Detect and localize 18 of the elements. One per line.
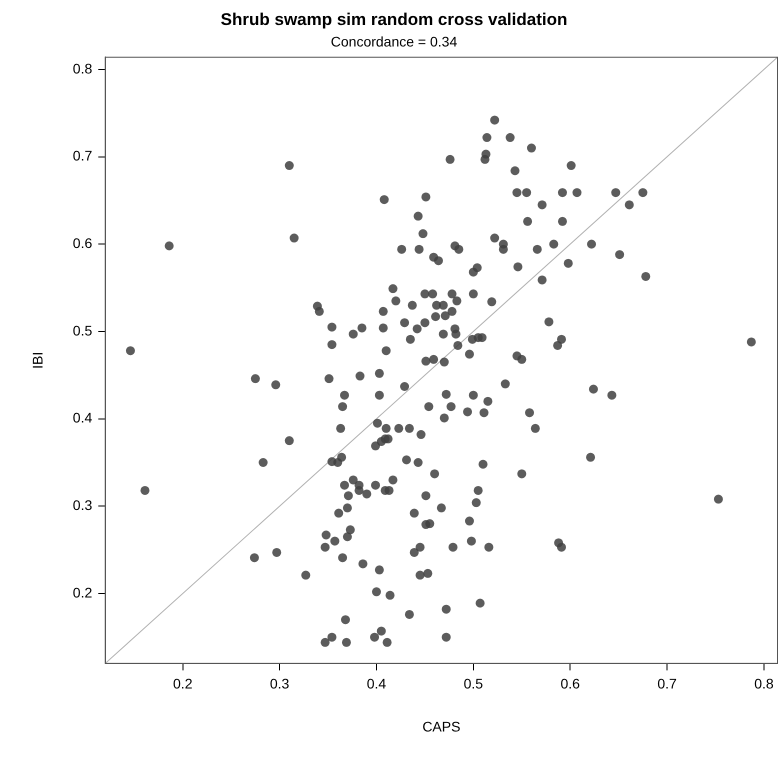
x-axis-title: CAPS [422, 718, 460, 734]
y-tick-label: 0.4 [72, 410, 92, 426]
x-tick-label: 0.3 [270, 676, 290, 692]
chart-title: Shrub swamp sim random cross validation [220, 10, 568, 29]
x-tick-label: 0.6 [560, 676, 580, 692]
y-tick-label: 0.5 [72, 322, 92, 338]
y-tick-label: 0.3 [72, 497, 92, 514]
x-tick-label: 0.8 [754, 676, 774, 692]
x-tick-label: 0.7 [657, 676, 678, 692]
x-tick-label: 0.4 [366, 676, 386, 692]
y-tick-label: 0.2 [72, 584, 92, 600]
chart-subtitle: Concordance = 0.34 [330, 34, 458, 50]
x-tick-label: 0.2 [173, 676, 193, 692]
y-tick-label: 0.8 [72, 60, 92, 76]
y-axis-title: IBI [29, 352, 46, 369]
y-tick-label: 0.6 [72, 234, 92, 251]
y-tick-label: 0.7 [72, 148, 92, 164]
x-tick-label: 0.5 [464, 676, 484, 692]
